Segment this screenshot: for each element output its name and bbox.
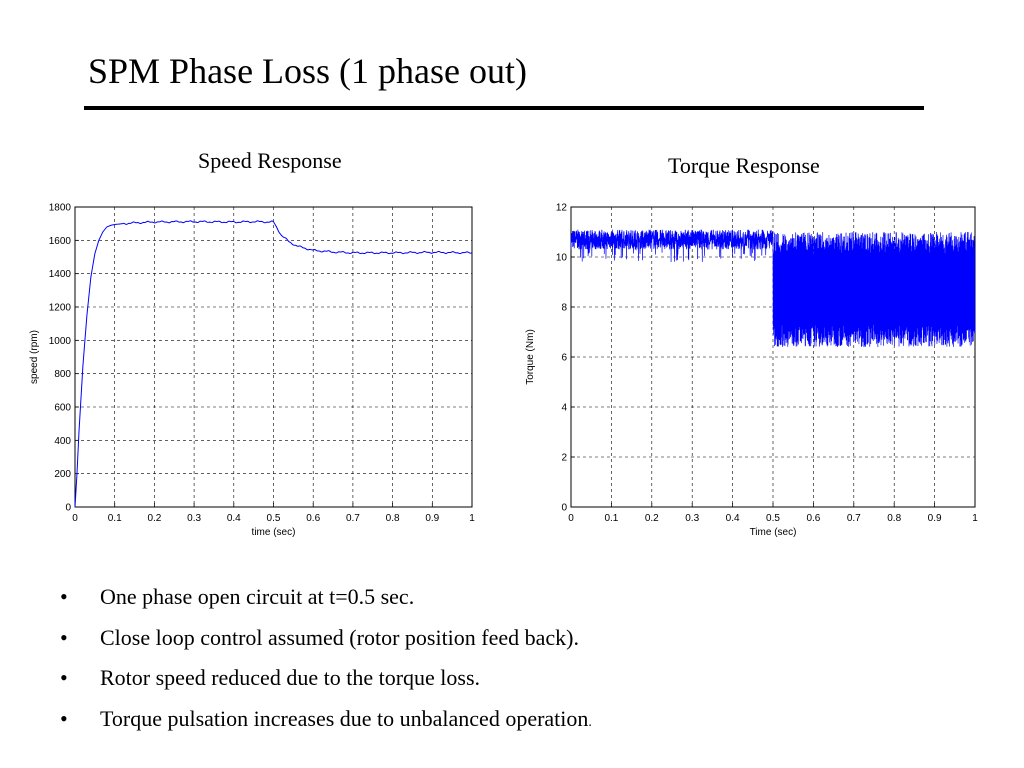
x-tick-label: 0.6	[306, 513, 320, 524]
x-tick-label: 0	[72, 513, 78, 524]
x-tick-label: 0.9	[425, 513, 439, 524]
speed-series-line	[74, 220, 473, 508]
y-tick-label: 600	[54, 403, 71, 414]
speed-chart-caption: Speed Response	[198, 148, 342, 173]
x-tick-label: 0.5	[267, 513, 281, 524]
y-tick-label: 2	[561, 453, 567, 464]
x-tick-label: 0.1	[604, 513, 618, 524]
bullet-tail: .	[588, 714, 592, 730]
y-tick-label: 4	[561, 403, 567, 414]
x-tick-label: 0.8	[386, 513, 400, 524]
y-tick-label: 0	[561, 503, 567, 514]
x-tick-label: 0.2	[645, 513, 659, 524]
y-axis-label: speed (rpm)	[29, 330, 40, 384]
y-tick-label: 6	[561, 353, 567, 364]
y-tick-label: 0	[65, 503, 71, 514]
x-tick-label: 0.4	[726, 513, 740, 524]
x-tick-label: 1	[972, 513, 978, 524]
bullet-marker: •	[60, 665, 68, 690]
torque-chart-caption: Torque Response	[668, 153, 820, 178]
bullet-text: Rotor speed reduced due to the torque lo…	[100, 665, 481, 690]
y-tick-label: 1400	[49, 269, 72, 280]
x-tick-label: 0.7	[847, 513, 861, 524]
plot-frame	[74, 206, 473, 508]
y-axis-label: Torque (Nm)	[525, 329, 536, 385]
y-tick-label: 1200	[49, 303, 72, 314]
bullet-marker: •	[60, 584, 68, 609]
plot-frame	[570, 206, 976, 508]
x-tick-label: 0	[568, 513, 574, 524]
title-divider	[84, 106, 924, 110]
slide-title: SPM Phase Loss (1 phase out)	[88, 51, 527, 91]
x-tick-label: 0.8	[887, 513, 901, 524]
bullet-item: • One phase open circuit at t=0.5 sec.	[60, 580, 592, 621]
y-tick-label: 1600	[49, 236, 72, 247]
y-tick-label: 800	[54, 369, 71, 380]
x-tick-label: 0.6	[806, 513, 820, 524]
x-axis-label: time (sec)	[252, 527, 296, 538]
x-axis-label: Time (sec)	[750, 527, 797, 538]
x-tick-label: 0.3	[187, 513, 201, 524]
bullet-text: Close loop control assumed (rotor positi…	[100, 624, 580, 650]
bullet-item: • Rotor speed reduced due to the torque l…	[60, 661, 592, 702]
bullet-text: Torque pulsation increases due to unbala…	[100, 705, 589, 731]
bullet-item: • Torque pulsation increases due to unbal…	[60, 702, 592, 743]
torque-series-line	[570, 229, 976, 347]
bullet-list: • One phase open circuit at t=0.5 sec. • C…	[60, 580, 592, 742]
y-tick-label: 8	[561, 303, 567, 314]
bullet-marker: •	[60, 705, 68, 731]
x-tick-label: 0.7	[346, 513, 360, 524]
x-tick-label: 0.1	[108, 513, 122, 524]
x-tick-label: 0.5	[766, 513, 780, 524]
bullet-text: One phase open circuit at t=0.5 sec.	[100, 584, 415, 609]
x-tick-label: 0.4	[227, 513, 241, 524]
y-tick-label: 12	[556, 203, 568, 214]
x-tick-label: 1	[469, 513, 475, 524]
bullet-marker: •	[60, 624, 68, 650]
x-tick-label: 0.9	[928, 513, 942, 524]
y-tick-label: 10	[556, 253, 568, 264]
y-tick-label: 1000	[49, 336, 72, 347]
x-tick-label: 0.2	[147, 513, 161, 524]
y-tick-label: 400	[54, 436, 71, 447]
y-tick-label: 200	[54, 469, 71, 480]
bullet-item: • Close loop control assumed (rotor posit…	[60, 621, 592, 662]
x-tick-label: 0.3	[685, 513, 699, 524]
y-tick-label: 1800	[49, 203, 72, 214]
